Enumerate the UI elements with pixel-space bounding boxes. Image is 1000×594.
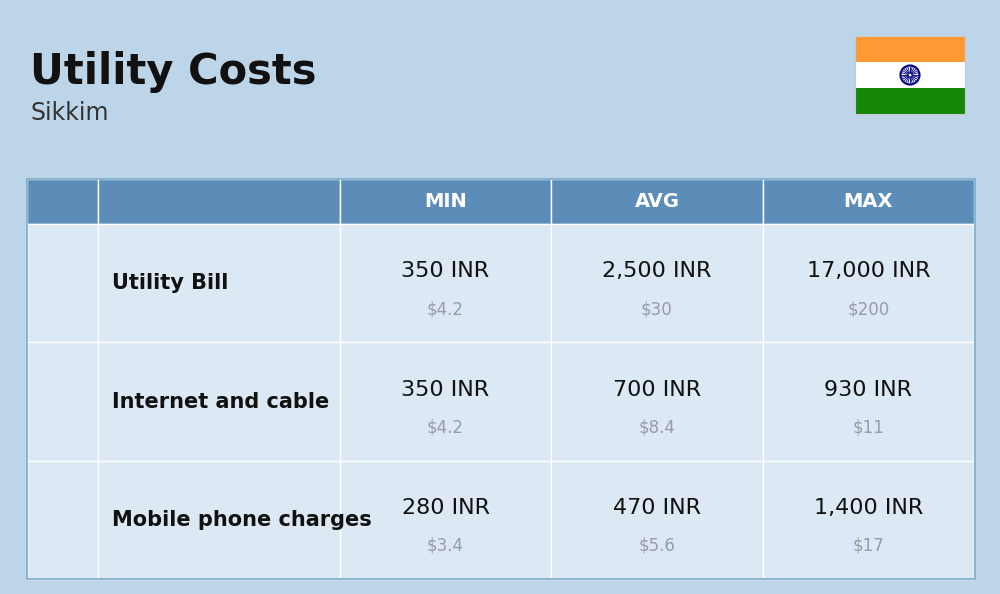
Text: Mobile phone charges: Mobile phone charges bbox=[112, 510, 372, 530]
FancyBboxPatch shape bbox=[551, 342, 763, 461]
Text: Utility Bill: Utility Bill bbox=[112, 273, 228, 293]
Text: MAX: MAX bbox=[844, 192, 893, 211]
Text: 1,400 INR: 1,400 INR bbox=[814, 498, 923, 518]
FancyBboxPatch shape bbox=[98, 461, 340, 579]
FancyBboxPatch shape bbox=[98, 179, 340, 224]
FancyBboxPatch shape bbox=[340, 342, 551, 461]
Text: MIN: MIN bbox=[424, 192, 467, 211]
Text: Sikkim: Sikkim bbox=[30, 101, 108, 125]
FancyBboxPatch shape bbox=[27, 224, 98, 342]
FancyBboxPatch shape bbox=[340, 461, 551, 579]
FancyBboxPatch shape bbox=[855, 62, 965, 88]
Text: $5.6: $5.6 bbox=[639, 537, 675, 555]
FancyBboxPatch shape bbox=[551, 224, 763, 342]
Text: $17: $17 bbox=[852, 537, 884, 555]
FancyBboxPatch shape bbox=[763, 224, 974, 342]
FancyBboxPatch shape bbox=[551, 461, 763, 579]
Text: $200: $200 bbox=[847, 300, 889, 318]
FancyBboxPatch shape bbox=[340, 224, 551, 342]
Text: $30: $30 bbox=[641, 300, 673, 318]
Text: 470 INR: 470 INR bbox=[613, 498, 701, 518]
FancyBboxPatch shape bbox=[551, 179, 763, 224]
Text: $4.2: $4.2 bbox=[427, 419, 464, 437]
Text: $4.2: $4.2 bbox=[427, 300, 464, 318]
FancyBboxPatch shape bbox=[763, 461, 974, 579]
Text: 2,500 INR: 2,500 INR bbox=[602, 261, 712, 282]
FancyBboxPatch shape bbox=[98, 342, 340, 461]
Text: Internet and cable: Internet and cable bbox=[112, 391, 329, 412]
FancyBboxPatch shape bbox=[27, 179, 98, 224]
Text: $3.4: $3.4 bbox=[427, 537, 464, 555]
Text: 930 INR: 930 INR bbox=[824, 380, 912, 400]
FancyBboxPatch shape bbox=[98, 224, 340, 342]
FancyBboxPatch shape bbox=[340, 179, 551, 224]
Text: 280 INR: 280 INR bbox=[402, 498, 490, 518]
FancyBboxPatch shape bbox=[763, 342, 974, 461]
Text: $8.4: $8.4 bbox=[639, 419, 675, 437]
Text: AVG: AVG bbox=[634, 192, 679, 211]
Text: $11: $11 bbox=[852, 419, 884, 437]
Text: 350 INR: 350 INR bbox=[401, 380, 490, 400]
FancyBboxPatch shape bbox=[855, 36, 965, 62]
Text: Utility Costs: Utility Costs bbox=[30, 51, 316, 93]
Text: 700 INR: 700 INR bbox=[613, 380, 701, 400]
FancyBboxPatch shape bbox=[763, 179, 974, 224]
Text: 350 INR: 350 INR bbox=[401, 261, 490, 282]
FancyBboxPatch shape bbox=[855, 88, 965, 114]
FancyBboxPatch shape bbox=[27, 342, 98, 461]
Text: 17,000 INR: 17,000 INR bbox=[807, 261, 930, 282]
FancyBboxPatch shape bbox=[27, 461, 98, 579]
